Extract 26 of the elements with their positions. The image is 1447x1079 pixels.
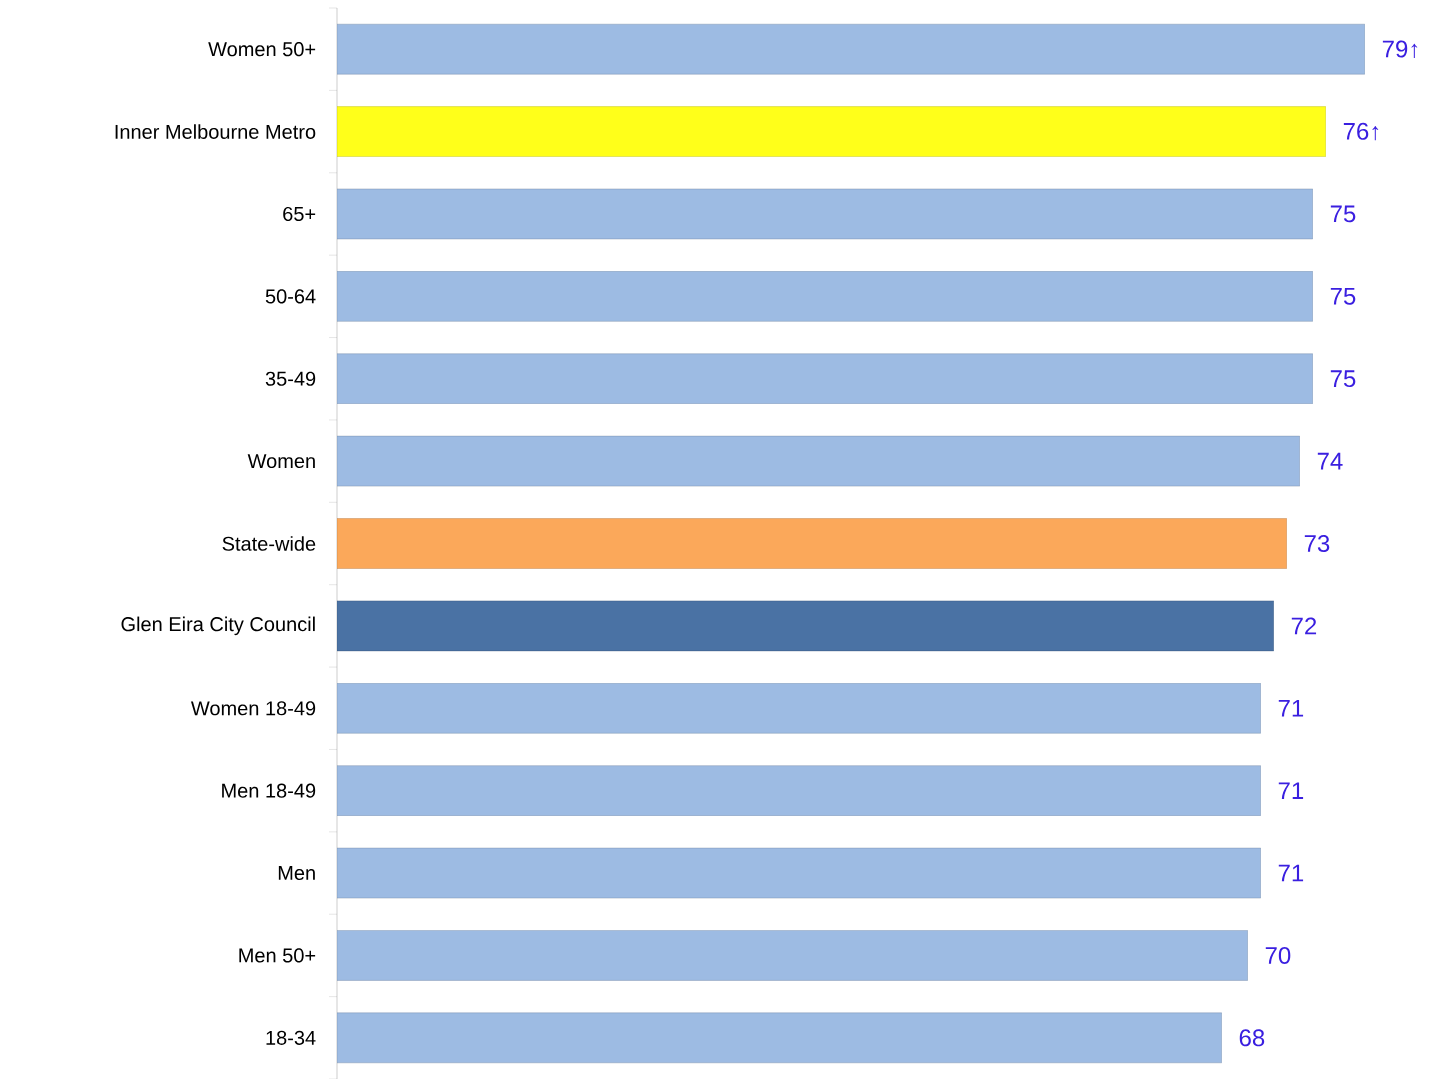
y-tick-label: Women: [247, 454, 315, 469]
y-tick-label: 35-49: [265, 371, 316, 386]
y-tick-label: Men 18-49: [222, 783, 316, 798]
data-label: 75: [1330, 287, 1356, 305]
data-label: 72: [1291, 617, 1317, 635]
y-tick-label: 18-34: [266, 1030, 316, 1045]
y-tick-label: Inner Melbourne Metro: [115, 124, 316, 139]
data-label: 71: [1278, 782, 1304, 799]
data-label: 75: [1330, 370, 1356, 388]
y-tick-label: Women 50+: [208, 42, 316, 57]
data-label: 76↑: [1343, 122, 1379, 141]
data-label: 74: [1317, 452, 1343, 470]
y-tick-label: Men: [278, 866, 315, 881]
data-label: 75: [1330, 205, 1356, 223]
data-label: 79↑: [1382, 40, 1418, 58]
y-tick-label: Men 50+: [239, 948, 316, 963]
data-label: 71: [1278, 864, 1304, 882]
y-tick-label: State-wide: [222, 536, 316, 551]
data-label: 68: [1239, 1029, 1265, 1047]
data-label: 71: [1278, 700, 1304, 717]
data-label: 73: [1304, 535, 1330, 552]
y-tick-label: Glen Eira City Council: [121, 616, 315, 636]
y-tick-label: Women 18-49: [190, 701, 316, 716]
y-tick-label: 50-64: [265, 289, 316, 304]
data-label: 70: [1265, 946, 1291, 964]
y-tick-label: 65+: [283, 206, 316, 222]
